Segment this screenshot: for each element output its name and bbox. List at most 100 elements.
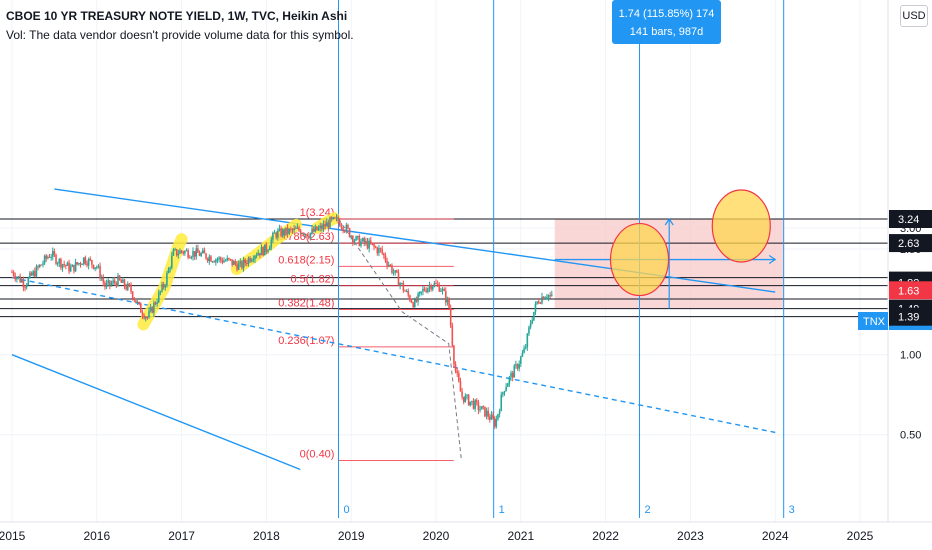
candle-body (427, 288, 429, 293)
measure-tooltip-range: 141 bars, 987d (629, 26, 704, 38)
candle-body (96, 266, 98, 268)
candle-body (356, 236, 359, 238)
candle-body (348, 228, 351, 237)
candle-body (153, 302, 155, 313)
candle-body (190, 256, 193, 258)
candle-body (477, 402, 480, 411)
candle-body (513, 365, 516, 378)
candle-body (443, 289, 445, 291)
candle-body (467, 394, 470, 406)
candle-body (11, 271, 13, 273)
candle-body (110, 283, 113, 286)
candle-body (428, 285, 431, 289)
candle-body (549, 295, 551, 297)
candle-body (374, 246, 377, 248)
candle-body (338, 220, 341, 227)
fib-level-label: 0.618(2.15) (278, 254, 334, 266)
candle-body (444, 290, 447, 303)
candle-body (314, 226, 317, 232)
candle-body (164, 285, 167, 288)
candle-body (301, 233, 304, 235)
candle-body (206, 258, 209, 261)
candle-body (216, 259, 219, 261)
candle-body (506, 383, 509, 387)
candle-body (78, 262, 80, 265)
candle-body (412, 302, 414, 308)
candle-body (462, 396, 465, 402)
candle-body (550, 294, 553, 296)
candle-body (321, 225, 323, 230)
candle-body (112, 280, 114, 284)
candle-body (151, 307, 154, 313)
candle-body (203, 250, 206, 254)
candle-body (244, 259, 246, 264)
currency-button[interactable]: USD (900, 5, 928, 27)
candle-body (38, 264, 41, 268)
candle-body (126, 283, 129, 290)
price-marker (889, 281, 932, 300)
candle-body (66, 262, 69, 266)
candle-body (55, 254, 57, 264)
candle-body (309, 232, 312, 239)
candle-body (378, 248, 380, 254)
candle-body (12, 271, 15, 277)
candle-body (109, 280, 111, 286)
candle-body (334, 217, 336, 219)
candle-body (347, 225, 349, 229)
arrow-head-right (768, 255, 777, 265)
candle-body (343, 230, 346, 232)
candle-body (99, 266, 101, 279)
candle-body (433, 283, 436, 287)
candle-body (312, 228, 315, 232)
price-marker (889, 307, 932, 326)
candle-body (71, 264, 74, 267)
candle-body (14, 276, 17, 280)
candle-body (335, 217, 338, 219)
time-tick-label: 2016 (83, 529, 110, 543)
symbol-tag-label: TNX (863, 316, 886, 328)
candle-body (104, 282, 106, 287)
candle-body (281, 229, 284, 237)
candle-body (81, 264, 83, 266)
candle-body (122, 279, 124, 283)
candle-body (187, 250, 189, 258)
candle-body (376, 247, 379, 254)
candle-body (531, 320, 534, 324)
candle-body (498, 410, 501, 415)
candle-body (425, 290, 428, 293)
candle-body (252, 259, 255, 261)
candle-body (280, 228, 282, 237)
candle-body (453, 345, 455, 365)
candle-body (27, 277, 30, 285)
candle-body (257, 253, 260, 256)
fibonacci-retracement: 1(3.24)0.786(2.63)0.618(2.15)0.5(1.82)0.… (278, 207, 454, 461)
candle-body (166, 273, 168, 286)
candle-body (534, 303, 537, 312)
candle-body (379, 248, 382, 250)
candle-body (397, 272, 400, 286)
candle-body (156, 302, 158, 305)
candle-body (500, 394, 503, 411)
candle-body (396, 270, 398, 273)
candle-body (73, 264, 75, 272)
candle-body (42, 263, 44, 265)
candle-body (102, 278, 105, 283)
candle-body (135, 300, 137, 303)
time-axis[interactable]: 2015 2016 2017 2018 2019 2020 2021 2022 2023 2024… (0, 521, 932, 550)
candle-body (239, 261, 242, 264)
candle-body (84, 257, 87, 264)
candle-body (493, 418, 496, 427)
price-axis[interactable]: 3.002.501.000.503.242.631.951.821.631.62… (858, 0, 932, 550)
candle-body (360, 241, 362, 246)
candle-body (325, 222, 328, 227)
candle-body (327, 222, 330, 228)
candle-body (213, 261, 216, 263)
price-marker-label: 3.24 (898, 214, 919, 226)
target-circle (711, 189, 771, 263)
candle-body (324, 223, 326, 227)
candle-body (436, 283, 439, 285)
candle-body (180, 250, 183, 252)
candle-body (414, 299, 416, 308)
